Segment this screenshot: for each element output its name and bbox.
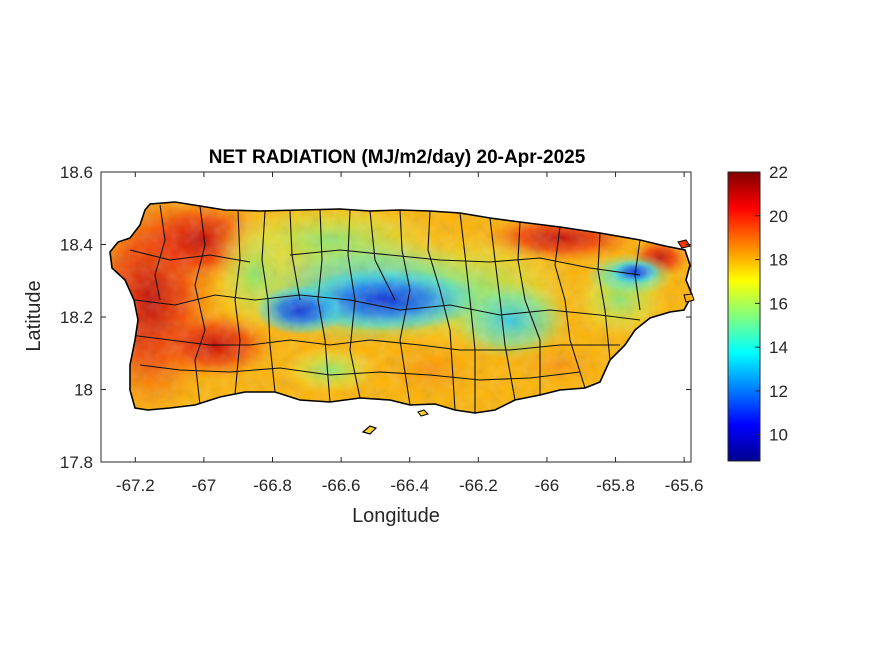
small-island bbox=[417, 409, 429, 417]
x-tick-label: -66.4 bbox=[390, 476, 429, 495]
colorbar bbox=[727, 171, 761, 462]
y-tick-label: 18 bbox=[74, 381, 93, 400]
colorbar-tick-label: 16 bbox=[769, 294, 788, 313]
x-tick-labels: -67.2 -67 -66.8 -66.6 -66.4 -66.2 -66 -65.8 -65.… bbox=[116, 476, 704, 495]
colorbar-tick-labels: 10 12 14 16 18 20 22 bbox=[755, 163, 788, 445]
x-tick-label: -66.8 bbox=[253, 476, 292, 495]
y-tick-label: 18.2 bbox=[60, 308, 93, 327]
x-tick-label: -66.6 bbox=[322, 476, 361, 495]
x-tick-label: -66.2 bbox=[459, 476, 498, 495]
x-tick-label: -66 bbox=[535, 476, 560, 495]
colorbar-tick-label: 12 bbox=[769, 382, 788, 401]
municipality-borders bbox=[129, 204, 641, 413]
x-tick-marks bbox=[134, 172, 685, 462]
chart-title: NET RADIATION (MJ/m2/day) 20-Apr-2025 bbox=[209, 147, 586, 168]
x-axis-label: Longitude bbox=[352, 505, 440, 527]
colorbar-tick-label: 20 bbox=[769, 207, 788, 226]
small-island bbox=[677, 239, 691, 249]
colorbar-tick-label: 14 bbox=[769, 338, 788, 357]
x-tick-label: -67.2 bbox=[116, 476, 155, 495]
y-axis-label: Latitude bbox=[23, 280, 45, 351]
y-tick-label: 18.4 bbox=[60, 236, 93, 255]
y-tick-marks bbox=[101, 171, 691, 463]
y-tick-labels: 17.8 18 18.2 18.4 18.6 bbox=[60, 163, 93, 472]
small-island bbox=[361, 425, 378, 435]
small-island bbox=[683, 293, 695, 303]
y-tick-label: 18.6 bbox=[60, 163, 93, 182]
x-tick-label: -67 bbox=[192, 476, 217, 495]
y-tick-label: 17.8 bbox=[60, 453, 93, 472]
x-tick-label: -65.6 bbox=[665, 476, 704, 495]
colorbar-tick-label: 22 bbox=[769, 163, 788, 182]
colorbar-tick-label: 18 bbox=[769, 251, 788, 270]
colorbar-tick-label: 10 bbox=[769, 426, 788, 445]
x-tick-label: -65.8 bbox=[596, 476, 635, 495]
